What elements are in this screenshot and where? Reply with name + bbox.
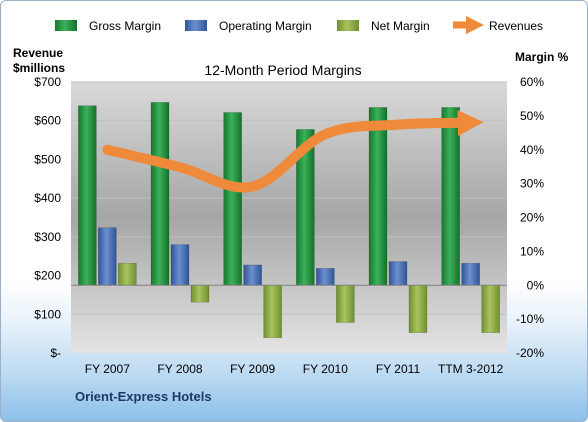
operating-margin-bar — [243, 264, 262, 286]
category-label: FY 2007 — [85, 362, 130, 376]
right-tick-label: -10% — [516, 312, 544, 326]
chart-title: 12-Month Period Margins — [204, 62, 361, 78]
legend-label-operating-margin: Operating Margin — [219, 19, 312, 33]
category-label: TTM 3-2012 — [438, 362, 504, 376]
legend-swatch-net-margin — [337, 20, 359, 31]
gross-margin-bar — [368, 107, 388, 286]
category-label: FY 2008 — [157, 362, 202, 376]
legend-label-revenues: Revenues — [489, 19, 543, 33]
gross-margin-bar — [223, 112, 242, 286]
legend-item-net-margin: Net Margin — [337, 19, 430, 33]
left-tick-label: $300 — [34, 230, 61, 244]
right-axis-title: Margin % — [515, 50, 569, 64]
left-axis-title: Revenue $millions — [13, 46, 66, 75]
right-tick-label: 50% — [520, 109, 544, 123]
category-label: FY 2010 — [303, 362, 348, 376]
revenue-line — [102, 109, 484, 193]
legend-item-gross-margin: Gross Margin — [55, 19, 161, 33]
legend-swatch-operating-margin — [185, 20, 207, 31]
operating-margin-bar — [461, 262, 480, 286]
operating-margin-bar — [316, 268, 335, 286]
right-tick-label: 40% — [520, 143, 544, 157]
legend-label-net-margin: Net Margin — [371, 19, 430, 33]
left-tick-label: $- — [50, 346, 61, 360]
gross-margin-bar — [441, 107, 460, 286]
legend-item-revenues: Revenues — [453, 15, 543, 35]
legend: Gross Margin Operating Margin Net Margin… — [55, 15, 543, 35]
category-label: FY 2009 — [230, 362, 275, 376]
company-name: Orient-Express Hotels — [75, 389, 212, 404]
category-labels: FY 2007 FY 2008 FY 2009 FY 2010 FY 2011 TTM 3… — [85, 362, 504, 376]
gross-margin-bar — [150, 102, 170, 286]
right-axis-ticks: -20% -10% 0% 10% 20% 30% 40% 50% 60% — [516, 75, 544, 360]
net-margin-bar — [190, 285, 210, 303]
net-margin-bar — [336, 285, 355, 323]
net-margin-bar — [408, 285, 428, 333]
right-tick-label: 60% — [520, 75, 544, 89]
revenues-line — [102, 109, 484, 193]
legend-swatch-gross-margin — [55, 20, 77, 31]
legend-label-gross-margin: Gross Margin — [89, 19, 161, 33]
gross-margin-bar — [78, 105, 97, 286]
right-tick-label: 30% — [520, 177, 544, 191]
operating-margin-bar — [388, 261, 408, 286]
left-axis-ticks: $- $100 $200 $300 $400 $500 $600 $700 — [34, 75, 61, 360]
left-tick-label: $400 — [34, 191, 61, 205]
right-tick-label: 20% — [520, 211, 544, 225]
left-tick-label: $700 — [34, 75, 61, 89]
net-margin-bar — [118, 262, 137, 286]
category-label: FY 2011 — [376, 362, 421, 376]
right-tick-label: 0% — [527, 278, 545, 292]
operating-margin-bar — [170, 244, 190, 286]
net-margin-bar — [263, 285, 282, 339]
operating-margin-bar — [98, 227, 117, 286]
right-tick-label: 10% — [520, 244, 544, 258]
left-axis-title-line-1: Revenue — [13, 46, 63, 60]
left-tick-label: $100 — [34, 307, 61, 321]
left-tick-label: $600 — [34, 114, 61, 128]
left-tick-label: $500 — [34, 152, 61, 166]
net-margin-bar — [481, 285, 500, 333]
legend-item-operating-margin: Operating Margin — [185, 19, 312, 33]
left-axis-title-line-2: $millions — [13, 61, 65, 75]
right-tick-label: -20% — [516, 346, 544, 360]
left-tick-label: $200 — [34, 269, 61, 283]
